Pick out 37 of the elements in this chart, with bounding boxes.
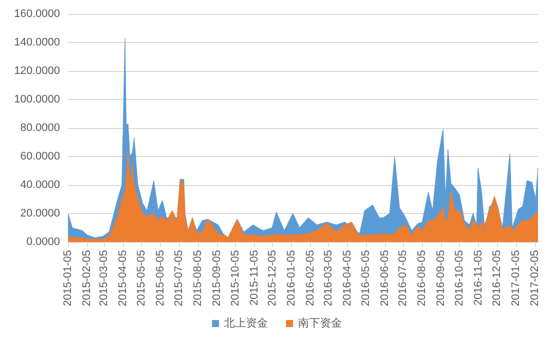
x-tick-label: 2016-12-05	[490, 250, 503, 306]
x-tick-label: 2016-02-05	[304, 250, 317, 306]
legend-label: 南下资金	[298, 316, 342, 330]
x-tick-label: 2016-11-05	[472, 250, 485, 306]
x-tick-label: 2015-09-05	[210, 250, 223, 306]
x-tick-label: 2015-03-05	[98, 250, 110, 306]
x-tick-label: 2015-02-05	[80, 250, 93, 306]
x-tick-label: 2015-01-05	[62, 250, 74, 306]
y-tick-label: 160.0000	[14, 8, 60, 20]
x-tick-label: 2015-10-05	[229, 250, 242, 306]
y-tick-label: 40.0000	[20, 179, 60, 191]
x-tick-label: 2016-09-05	[435, 250, 448, 306]
x-tick-label: 2016-05-05	[360, 250, 372, 306]
x-tick-label: 2015-12-05	[266, 250, 279, 306]
x-tick-label: 2015-07-05	[172, 250, 185, 306]
y-tick-label: 140.0000	[14, 36, 60, 48]
x-tick-label: 2015-04-05	[117, 250, 130, 306]
x-tick-label: 2015-05-05	[136, 250, 148, 306]
x-tick-label: 2016-08-05	[416, 250, 428, 306]
x-tick-label: 2017-02-05	[528, 250, 541, 306]
x-tick-label: 2016-06-05	[378, 250, 391, 306]
x-tick-label: 2016-01-05	[286, 250, 298, 306]
x-tick-label: 2015-08-05	[192, 250, 204, 306]
y-tick-label: 20.0000	[20, 208, 60, 220]
x-tick-label: 2016-04-05	[341, 250, 354, 306]
x-tick-label: 2016-07-05	[397, 250, 410, 306]
y-tick-label: 100.0000	[14, 94, 60, 106]
y-tick-label: 120.0000	[14, 65, 60, 77]
legend-label: 北上资金	[224, 316, 268, 330]
y-tick-label: 60.0000	[20, 150, 60, 162]
y-tick-label: 0.0000	[26, 236, 60, 248]
x-tick-label: 2017-01-05	[510, 250, 522, 306]
x-tick-label: 2016-03-05	[322, 250, 334, 306]
x-tick-label: 2016-10-05	[454, 250, 466, 306]
x-tick-label: 2015-06-05	[154, 250, 167, 306]
y-tick-label: 80.0000	[20, 122, 60, 134]
x-tick-label: 2015-11-05	[248, 250, 260, 306]
